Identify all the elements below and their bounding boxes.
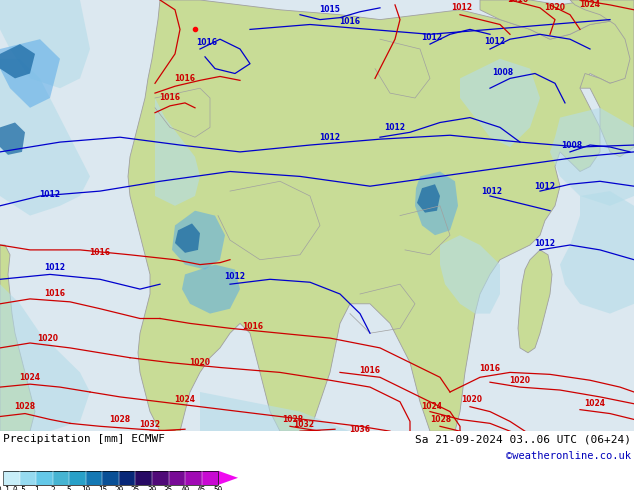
Text: 1015: 1015 [320, 5, 340, 14]
Text: 1020: 1020 [190, 358, 210, 367]
Bar [152, 471, 169, 485]
Text: 1012: 1012 [451, 3, 472, 12]
Polygon shape [218, 471, 238, 485]
Text: 1016: 1016 [197, 38, 217, 47]
Polygon shape [518, 250, 552, 353]
Text: 1024: 1024 [579, 0, 600, 9]
Text: 1012: 1012 [534, 239, 555, 247]
Polygon shape [560, 191, 634, 314]
Text: 1028: 1028 [282, 415, 304, 424]
Text: 1016: 1016 [160, 94, 181, 102]
Text: 10: 10 [81, 486, 91, 490]
Text: 1012: 1012 [224, 272, 245, 281]
Bar [53, 471, 69, 485]
Text: 1012: 1012 [481, 187, 503, 196]
Polygon shape [0, 39, 60, 108]
Text: 1012: 1012 [44, 263, 65, 272]
Polygon shape [0, 59, 90, 216]
Polygon shape [0, 245, 35, 431]
Polygon shape [417, 184, 440, 213]
Polygon shape [172, 211, 225, 270]
Text: 40: 40 [181, 486, 190, 490]
Text: ©weatheronline.co.uk: ©weatheronline.co.uk [506, 451, 631, 462]
Text: 1008: 1008 [493, 68, 514, 77]
Text: Sa 21-09-2024 03..06 UTC (06+24): Sa 21-09-2024 03..06 UTC (06+24) [415, 434, 631, 444]
Text: 1028: 1028 [15, 402, 36, 411]
Text: 0.5: 0.5 [13, 486, 27, 490]
Polygon shape [0, 44, 35, 78]
Bar [169, 471, 185, 485]
Bar [20, 471, 36, 485]
Bar [136, 471, 152, 485]
Polygon shape [0, 0, 90, 88]
Text: 20: 20 [114, 486, 124, 490]
Text: 1020: 1020 [545, 3, 566, 12]
Text: 1016: 1016 [507, 0, 529, 4]
Polygon shape [0, 122, 25, 155]
Polygon shape [480, 0, 634, 39]
Text: 1024: 1024 [20, 373, 41, 382]
Bar [86, 471, 102, 485]
Text: 1016: 1016 [242, 322, 264, 331]
Text: 1028: 1028 [430, 415, 451, 424]
Bar [3, 471, 218, 485]
Text: 15: 15 [98, 486, 107, 490]
Text: 1008: 1008 [562, 141, 583, 149]
Text: 5: 5 [67, 486, 72, 490]
Text: 1016: 1016 [339, 17, 361, 26]
Bar [102, 471, 119, 485]
Bar [185, 471, 202, 485]
Text: 1012: 1012 [384, 123, 406, 132]
Polygon shape [550, 108, 634, 206]
Bar [119, 471, 136, 485]
Text: 1020: 1020 [510, 376, 531, 385]
Text: 1024: 1024 [585, 399, 605, 408]
Text: 1024: 1024 [422, 402, 443, 411]
Text: 1016: 1016 [479, 364, 500, 373]
Polygon shape [570, 0, 634, 157]
Polygon shape [182, 265, 240, 314]
Text: Precipitation [mm] ECMWF: Precipitation [mm] ECMWF [3, 434, 165, 444]
Text: 1016: 1016 [174, 74, 195, 83]
Text: 25: 25 [131, 486, 140, 490]
Polygon shape [460, 59, 540, 147]
Polygon shape [128, 0, 634, 431]
Text: 1012: 1012 [534, 182, 555, 191]
Bar [36, 471, 53, 485]
Text: 1012: 1012 [320, 133, 340, 142]
Text: 1036: 1036 [349, 425, 370, 434]
Text: 1032: 1032 [294, 420, 314, 429]
Text: 1020: 1020 [37, 334, 58, 343]
Bar [3, 471, 20, 485]
Text: 1028: 1028 [110, 415, 131, 424]
Polygon shape [155, 98, 200, 206]
Text: 1012: 1012 [39, 190, 60, 198]
Text: 1012: 1012 [484, 37, 505, 46]
Polygon shape [415, 172, 458, 235]
Text: 1020: 1020 [462, 395, 482, 404]
Polygon shape [200, 392, 350, 431]
Text: 1016: 1016 [44, 290, 65, 298]
Text: 1016: 1016 [89, 248, 110, 257]
Bar [202, 471, 218, 485]
Text: 45: 45 [197, 486, 206, 490]
Text: 1: 1 [34, 486, 39, 490]
Polygon shape [440, 235, 500, 314]
Text: 2: 2 [50, 486, 55, 490]
Polygon shape [175, 223, 200, 253]
Text: 1016: 1016 [359, 366, 380, 375]
Text: 30: 30 [147, 486, 157, 490]
Polygon shape [0, 274, 90, 431]
Text: 1024: 1024 [174, 395, 195, 404]
Text: 50: 50 [214, 486, 223, 490]
Bar [69, 471, 86, 485]
Text: 0.1: 0.1 [0, 486, 10, 490]
Text: 1012: 1012 [422, 33, 443, 42]
Text: 35: 35 [164, 486, 173, 490]
Text: 1032: 1032 [139, 420, 160, 429]
